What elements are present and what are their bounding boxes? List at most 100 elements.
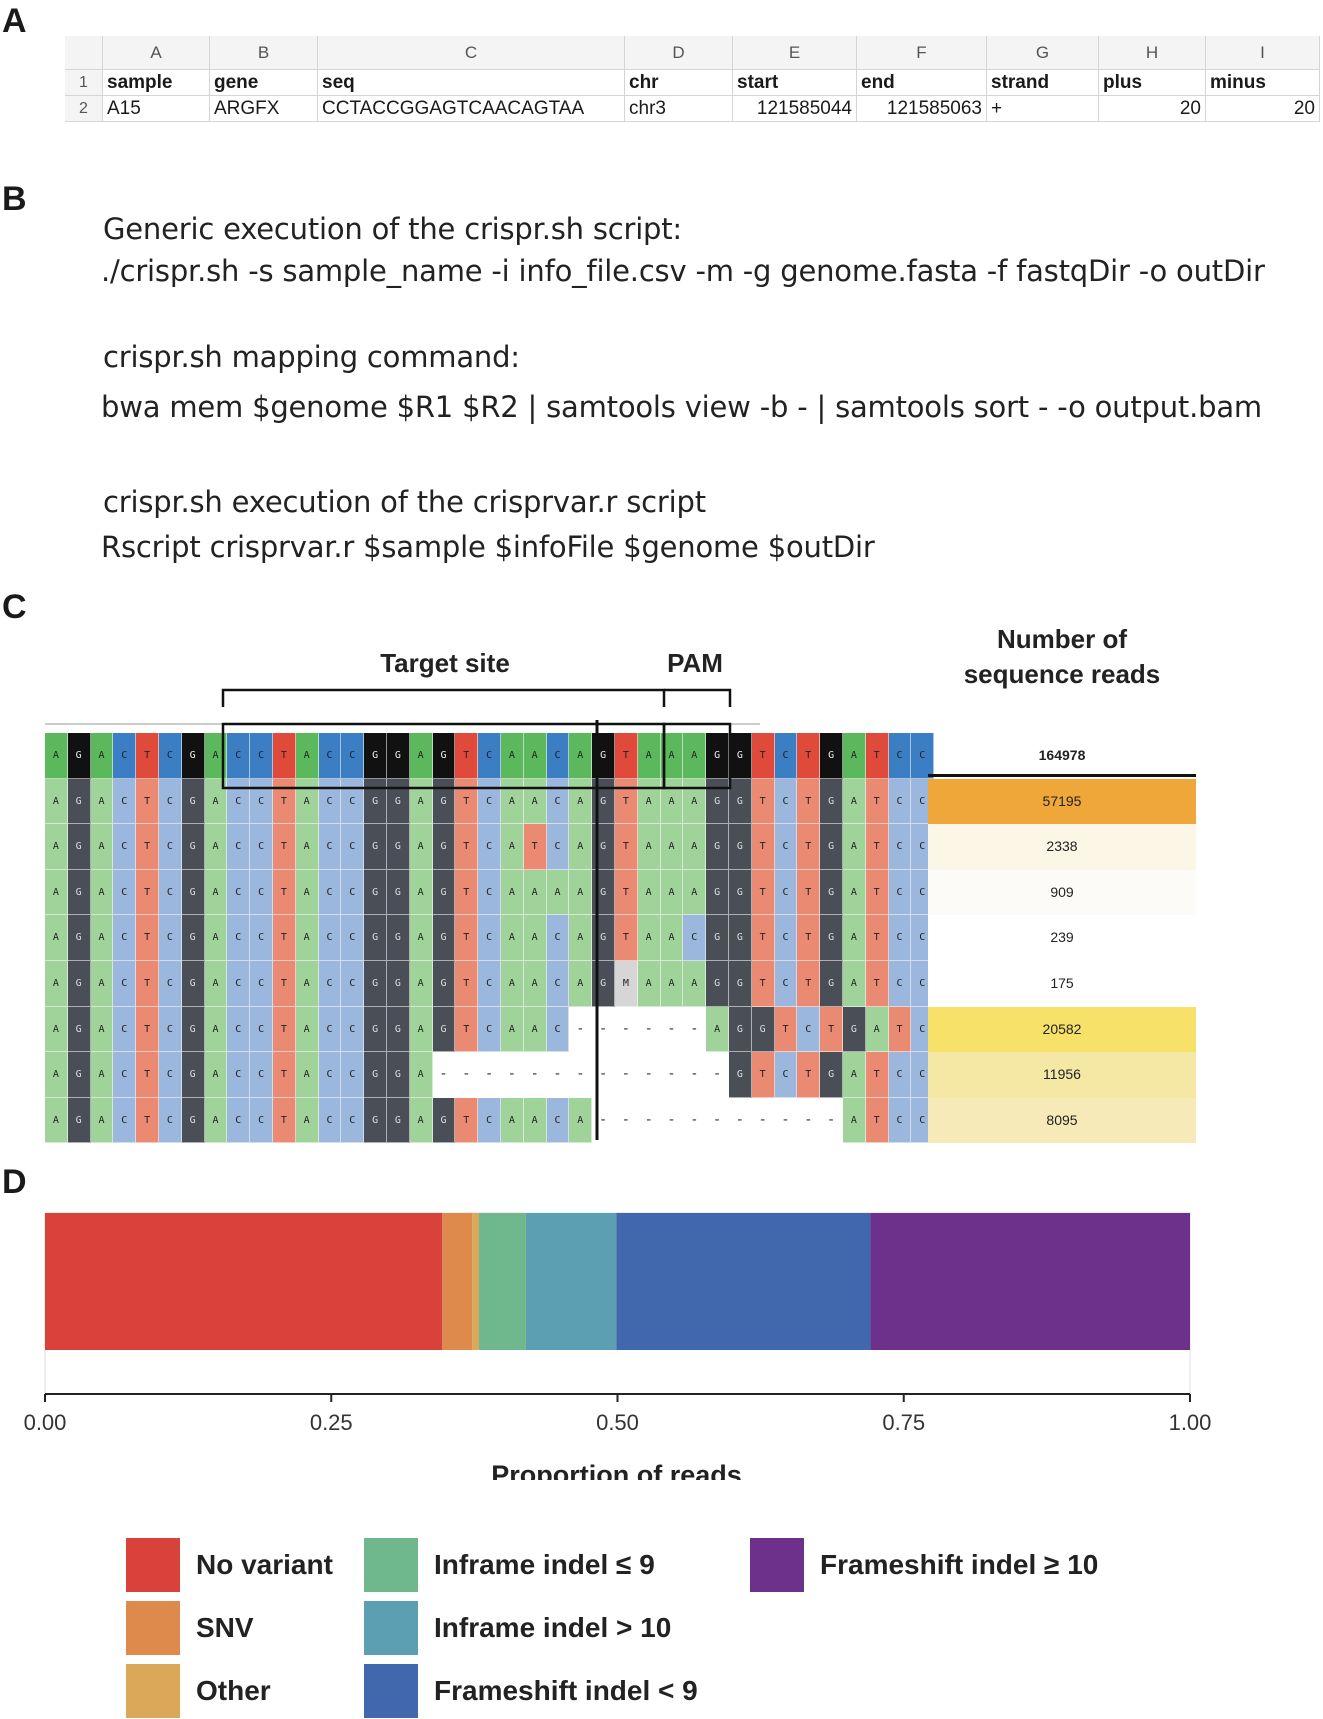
data-cell[interactable]: 121585044 <box>733 96 857 122</box>
nucleotide-t: T <box>523 824 547 870</box>
nucleotide-c: C <box>159 824 182 870</box>
column-header-a[interactable]: A <box>103 36 210 70</box>
data-cell[interactable]: 20 <box>1099 96 1206 122</box>
nucleotide-t: T <box>865 1052 889 1098</box>
data-cell[interactable]: A15 <box>103 96 210 122</box>
nucleotide-c: C <box>774 1052 798 1098</box>
nucleotide-t: T <box>797 778 821 825</box>
nucleotide-a: A <box>660 869 684 916</box>
nucleotide-t: T <box>136 778 159 825</box>
alignment-gap: - <box>455 1052 479 1098</box>
read-count: 8095 <box>928 1097 1196 1144</box>
column-header-g[interactable]: G <box>987 36 1099 70</box>
x-tick-label: 0.75 <box>882 1410 925 1435</box>
nucleotide-c: C <box>227 824 251 870</box>
header-cell[interactable]: strand <box>987 70 1099 96</box>
nucleotide-a: A <box>569 733 593 779</box>
nucleotide-c: C <box>250 915 273 961</box>
header-cell[interactable]: seq <box>318 70 625 96</box>
read-count: 175 <box>928 961 1196 1007</box>
nucleotide-t: T <box>751 869 775 916</box>
nucleotide-g: G <box>706 824 729 870</box>
command-generic: ./crispr.sh -s sample_name -i info_file.… <box>101 254 1265 288</box>
nucleotide-t: T <box>455 961 479 1007</box>
nucleotide-t: T <box>455 869 479 916</box>
nucleotide-t: T <box>273 1052 296 1098</box>
nucleotide-t: T <box>865 961 889 1007</box>
nucleotide-a: A <box>409 869 433 916</box>
data-cell[interactable]: 121585063 <box>857 96 987 122</box>
alignment-gap: - <box>615 1052 638 1098</box>
column-header-e[interactable]: E <box>733 36 857 70</box>
nucleotide-c: C <box>478 733 501 779</box>
nucleotide-a: A <box>45 961 68 1007</box>
nucleotide-a: A <box>204 733 228 779</box>
legend-swatch <box>364 1601 418 1655</box>
data-cell[interactable]: ARGFX <box>210 96 318 122</box>
nucleotide-t: T <box>865 733 889 779</box>
nucleotide-c: C <box>318 1052 342 1098</box>
nucleotide-c: C <box>318 1006 342 1053</box>
nucleotide-c: C <box>159 733 182 779</box>
column-header-h[interactable]: H <box>1099 36 1206 70</box>
alignment-gap: - <box>615 1097 638 1144</box>
column-header-c[interactable]: C <box>318 36 625 70</box>
alignment-gap: - <box>569 1052 593 1098</box>
data-cell[interactable]: + <box>987 96 1099 122</box>
nucleotide-g: G <box>729 869 752 916</box>
nucleotide-c: C <box>341 824 365 870</box>
nucleotide-c: C <box>318 869 342 916</box>
nucleotide-t: T <box>797 733 821 779</box>
nucleotide-a: A <box>204 1052 228 1098</box>
nucleotide-t: T <box>797 869 821 916</box>
proportion-chart: 0.00 0.25 0.50 0.75 1.00 Proportion of reads <box>24 1212 1211 1480</box>
row-number[interactable]: 2 <box>65 96 103 122</box>
nucleotide-g: G <box>364 1052 387 1098</box>
alignment-gap: - <box>774 1097 798 1144</box>
nucleotide-a: A <box>295 733 319 779</box>
nucleotide-a: A <box>45 733 68 779</box>
data-cell[interactable]: CCTACCGGAGTCAACAGTAA <box>318 96 625 122</box>
nucleotide-c: C <box>797 1006 821 1053</box>
alignment-gap: - <box>592 1006 615 1053</box>
column-header-d[interactable]: D <box>625 36 733 70</box>
nucleotide-g: G <box>820 869 843 916</box>
header-cell[interactable]: gene <box>210 70 318 96</box>
alignment-gap: - <box>592 1052 615 1098</box>
nucleotide-t: T <box>615 915 638 961</box>
counts-title-line1: Number of <box>997 624 1127 654</box>
header-cell[interactable]: start <box>733 70 857 96</box>
header-cell[interactable]: sample <box>103 70 210 96</box>
sheet-corner[interactable] <box>65 36 103 70</box>
column-header-f[interactable]: F <box>857 36 987 70</box>
column-header-b[interactable]: B <box>210 36 318 70</box>
nucleotide-t: T <box>797 824 821 870</box>
header-cell[interactable]: plus <box>1099 70 1206 96</box>
alignment-gap: - <box>660 1052 684 1098</box>
row-number[interactable]: 1 <box>65 70 103 96</box>
nucleotide-a: A <box>409 733 433 779</box>
nucleotide-a: A <box>295 778 319 825</box>
header-cell[interactable]: minus <box>1206 70 1320 96</box>
nucleotide-g: G <box>387 869 410 916</box>
nucleotide-a: A <box>204 1006 228 1053</box>
bar-segment-5 <box>616 1213 871 1350</box>
nucleotide-t: T <box>615 824 638 870</box>
nucleotide-c: C <box>318 915 342 961</box>
nucleotide-a: A <box>501 1006 524 1053</box>
nucleotide-g: G <box>364 824 387 870</box>
alignment-gap: - <box>432 1052 456 1098</box>
nucleotide-c: C <box>478 961 501 1007</box>
nucleotide-a: A <box>295 961 319 1007</box>
nucleotide-g: G <box>706 733 729 779</box>
column-header-i[interactable]: I <box>1206 36 1320 70</box>
data-cell[interactable]: 20 <box>1206 96 1320 122</box>
nucleotide-a: A <box>204 869 228 916</box>
header-cell[interactable]: chr <box>625 70 733 96</box>
nucleotide-c: C <box>318 1097 342 1144</box>
nucleotide-c: C <box>113 1006 137 1053</box>
nucleotide-t: T <box>136 733 159 779</box>
nucleotide-c: C <box>227 778 251 825</box>
data-cell[interactable]: chr3 <box>625 96 733 122</box>
header-cell[interactable]: end <box>857 70 987 96</box>
